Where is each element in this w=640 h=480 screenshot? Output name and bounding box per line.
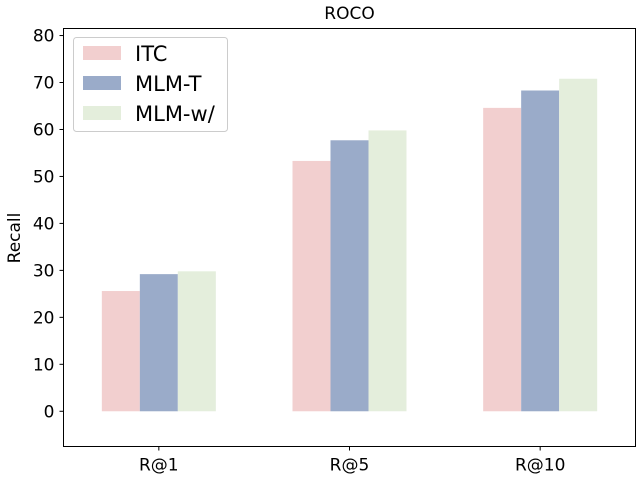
y-tick-label: 40 [33,214,55,234]
bar-itc-0 [101,291,140,412]
bar-mlm-w--2 [559,78,598,412]
bar-itc-2 [483,107,522,412]
legend-swatch [83,76,121,90]
legend: ITC MLM-T MLM-w/ [73,37,228,132]
bar-mlm-w--0 [177,271,216,412]
bar-mlm-t-1 [330,140,369,412]
x-tick-label: R@5 [330,456,370,476]
bar-mlm-t-2 [521,90,560,412]
y-tick-label: 70 [33,74,55,94]
plot-frame [63,28,636,447]
bar-mlm-w--1 [368,130,407,412]
x-tick-label: R@10 [515,456,565,476]
y-tick-label: 60 [33,120,55,140]
y-tick-label: 80 [33,27,55,47]
bar-itc-1 [292,160,331,412]
y-tick-label: 30 [33,261,55,281]
bar-group [101,78,598,412]
y-tick-label: 0 [44,402,55,422]
y-axis-label: Recall [5,213,25,264]
legend-label: ITC [135,42,167,66]
legend-swatch [83,46,121,60]
y-tick-label: 10 [33,355,55,375]
legend-swatch [83,106,121,120]
y-axis-ticks: 0 10 20 30 40 50 60 70 80 [33,27,64,422]
y-tick-label: 50 [33,167,55,187]
x-axis-ticks: R@1 R@5 R@10 [139,446,565,476]
bar-mlm-t-0 [139,274,178,412]
legend-label: MLM-w/ [135,102,216,126]
y-tick-label: 20 [33,308,55,328]
chart-title: ROCO [324,4,374,24]
x-tick-label: R@1 [139,456,179,476]
legend-label: MLM-T [135,72,202,96]
